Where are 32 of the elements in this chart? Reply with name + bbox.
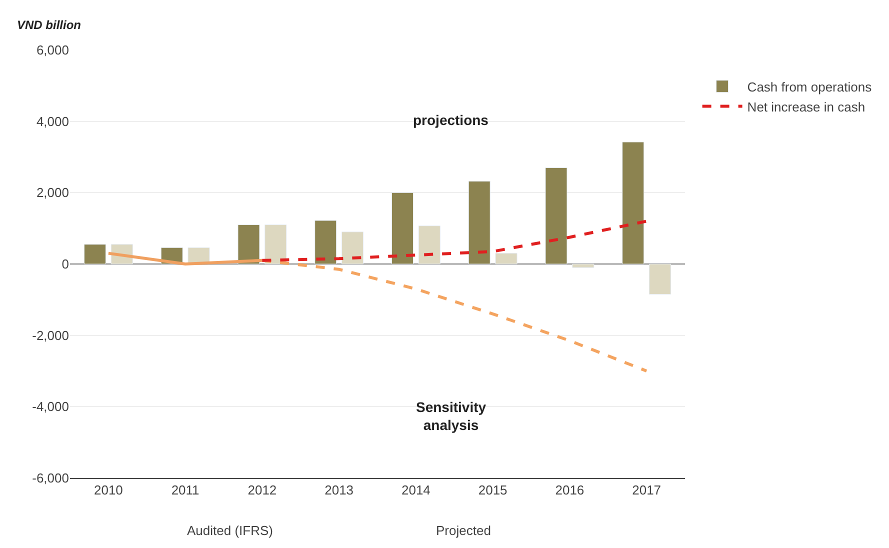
- x-tick-label: 2012: [248, 482, 277, 498]
- bar: [84, 244, 106, 264]
- bar: [572, 264, 594, 268]
- x-tick-label: 2017: [632, 482, 662, 498]
- annotation: projections: [413, 112, 489, 128]
- x-tick-label: 2015: [478, 482, 508, 498]
- x-tick-label: 2016: [555, 482, 584, 498]
- bar: [649, 264, 672, 295]
- x-tick-label: 2010: [94, 482, 123, 498]
- text: Projected: [436, 523, 491, 538]
- y-tick-label: 4,000: [36, 114, 69, 129]
- x-tick-label: 2013: [324, 482, 354, 498]
- bar: [314, 220, 337, 264]
- bar: [264, 224, 287, 264]
- y-tick-label: -6,000: [32, 470, 69, 486]
- bar: [418, 226, 440, 264]
- bar: [495, 253, 518, 264]
- legend-label: Cash from operations: [747, 79, 872, 94]
- y-tick-label: -2,000: [32, 328, 69, 343]
- bar: [238, 224, 260, 264]
- y-tick-label: 6,000: [36, 42, 69, 58]
- legend-label: Net increase in cash: [747, 99, 866, 114]
- x-tick-label: 2011: [171, 482, 200, 498]
- y-tick-label: -4,000: [32, 399, 69, 414]
- annotation: Sensitivity analysis: [416, 399, 486, 434]
- y-axis-title: VND billion: [17, 18, 81, 32]
- y-tick-label: 2,000: [36, 185, 69, 200]
- line-series: [260, 220, 648, 262]
- y-tick-label: 0: [62, 256, 69, 272]
- bar: [342, 232, 364, 264]
- text: Audited (IFRS): [187, 523, 273, 538]
- x-tick-label: 2014: [401, 482, 430, 498]
